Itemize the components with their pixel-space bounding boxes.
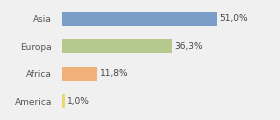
Bar [62, 12, 217, 26]
Text: 1,0%: 1,0% [67, 97, 90, 106]
Text: 11,8%: 11,8% [100, 69, 129, 78]
Bar [62, 67, 97, 81]
Bar [62, 94, 65, 108]
Text: 51,0%: 51,0% [219, 14, 248, 23]
Text: 36,3%: 36,3% [174, 42, 203, 51]
Bar [62, 39, 172, 53]
